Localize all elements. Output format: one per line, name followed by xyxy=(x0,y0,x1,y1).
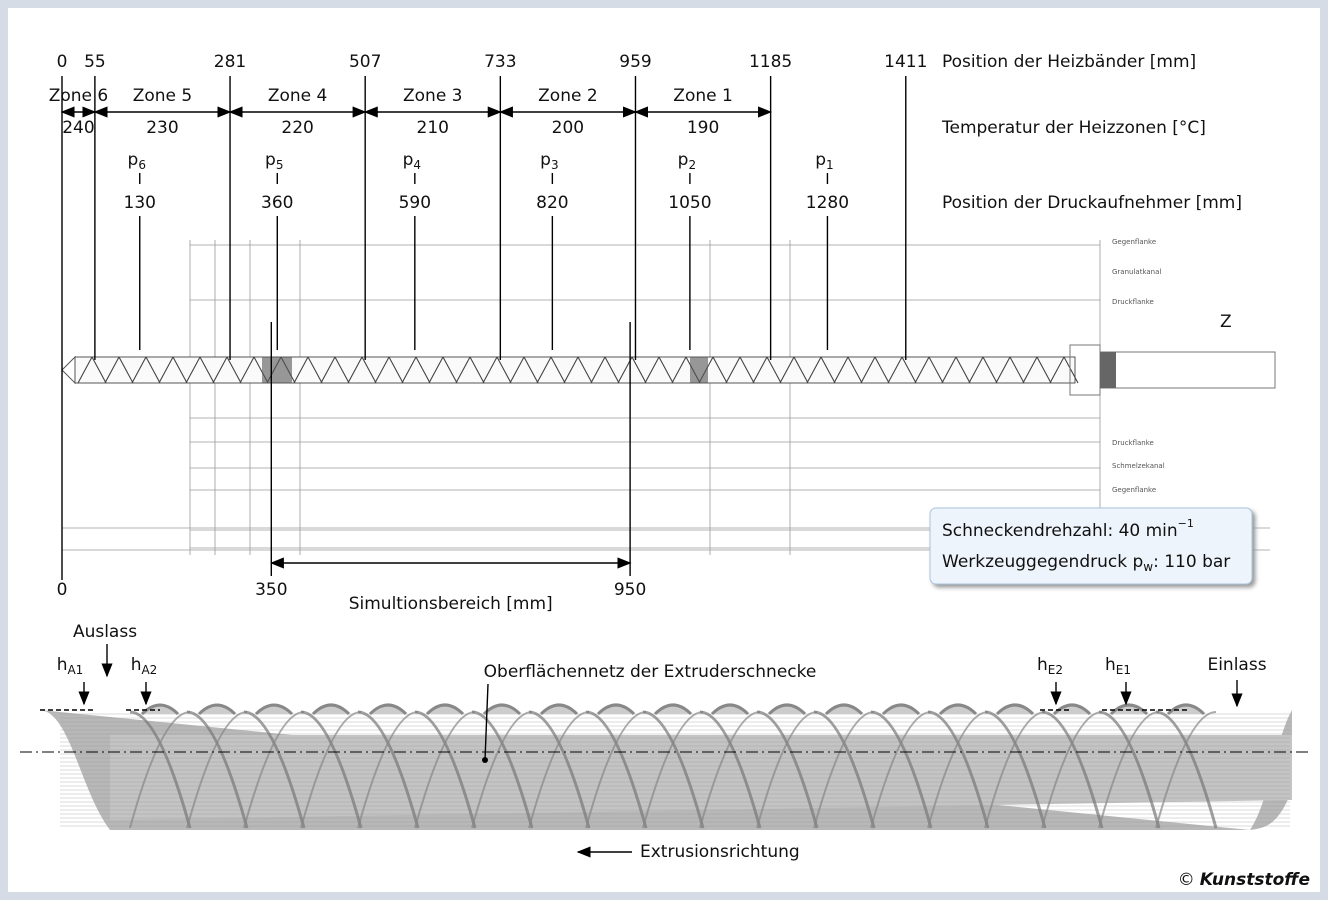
symbol: h xyxy=(131,655,142,675)
leader-dot xyxy=(482,757,488,763)
direction-label: Extrusionsrichtung xyxy=(640,842,800,862)
subscript: 6 xyxy=(138,158,146,172)
heating-position: 733 xyxy=(484,52,516,72)
sensors-label: Position der Druckaufnehmer [mm] xyxy=(942,193,1242,213)
heating-position: 507 xyxy=(349,52,381,72)
figure: Z Gegenflanke Granulatkanal Druckflanke Druc… xyxy=(0,0,1328,900)
subscript: 4 xyxy=(413,158,421,172)
symbol: p xyxy=(128,150,139,170)
heating-position: 0 xyxy=(57,52,68,72)
copyright-symbol: © xyxy=(1178,870,1195,890)
simulation-tick: 950 xyxy=(614,580,646,600)
sensor-position: 130 xyxy=(124,193,156,213)
zone-name: Zone 3 xyxy=(403,86,463,106)
info-box xyxy=(930,508,1252,584)
subscript: E1 xyxy=(1116,663,1131,677)
symbol: p xyxy=(403,150,414,170)
sensor-position: 590 xyxy=(399,193,431,213)
inlet-label: Einlass xyxy=(1207,655,1266,675)
dark-segment xyxy=(262,357,292,383)
speed-text: Schneckendrehzahl: 40 min−1 xyxy=(942,517,1194,541)
pressure-text: Werkzeuggegendruck pw: 110 bar xyxy=(942,552,1230,574)
zone-temperature: 220 xyxy=(281,118,313,138)
text: : 110 bar xyxy=(1153,552,1230,572)
zone-temperature: 200 xyxy=(552,118,584,138)
heating-position: 959 xyxy=(619,52,651,72)
zone-name: Zone 1 xyxy=(673,86,733,106)
sensor-position: 820 xyxy=(536,193,568,213)
mesh-title: Oberflächennetz der Extruderschnecke xyxy=(484,662,817,682)
text: Werkzeuggegendruck p xyxy=(942,552,1143,572)
drawing-label: Druckflanke xyxy=(1112,439,1154,447)
subscript: A2 xyxy=(141,663,157,677)
superscript: −1 xyxy=(1178,517,1194,530)
simulation-tick: 350 xyxy=(255,580,287,600)
subscript: E2 xyxy=(1048,663,1063,677)
zone-temperature: 230 xyxy=(146,118,178,138)
subscript: A1 xyxy=(67,663,83,677)
symbol: h xyxy=(57,655,68,675)
zone-name: Zone 4 xyxy=(268,86,328,106)
drawing-label: Gegenflanke xyxy=(1112,486,1156,494)
sensor-position: 1280 xyxy=(806,193,849,213)
zones-label: Temperatur der Heizzonen [°C] xyxy=(941,118,1206,138)
sensor-position: 360 xyxy=(261,193,293,213)
symbol: p xyxy=(815,150,826,170)
detail-label: Z xyxy=(1220,312,1232,332)
sensor-position: 1050 xyxy=(668,193,711,213)
heating-position: 1411 xyxy=(884,52,927,72)
zone-temperature: 190 xyxy=(687,118,719,138)
drawing-label: Gegenflanke xyxy=(1112,238,1156,246)
dark-segment xyxy=(690,357,708,383)
zone-name: Zone 6 xyxy=(49,86,109,106)
subscript: 3 xyxy=(551,158,559,172)
zone-name: Zone 5 xyxy=(133,86,193,106)
simulation-tick: 0 xyxy=(57,580,68,600)
drawing-label: Schmelzekanal xyxy=(1112,462,1165,470)
heating-position: 55 xyxy=(84,52,106,72)
symbol: h xyxy=(1105,655,1116,675)
heating-position: 281 xyxy=(214,52,246,72)
simulation-label: Simultionsbereich [mm] xyxy=(349,594,553,614)
symbol: p xyxy=(540,150,551,170)
heating-label: Position der Heizbänder [mm] xyxy=(942,52,1196,72)
outlet-label: Auslass xyxy=(73,622,137,642)
symbol: p xyxy=(265,150,276,170)
coupling-dark xyxy=(1100,352,1116,388)
text: Schneckendrehzahl: 40 min xyxy=(942,521,1178,541)
symbol: h xyxy=(1037,655,1048,675)
zone-name: Zone 2 xyxy=(538,86,598,106)
drawing-label: Druckflanke xyxy=(1112,298,1154,306)
subscript: 2 xyxy=(688,158,696,172)
copyright-source: Kunststoffe xyxy=(1200,870,1310,890)
subscript: w xyxy=(1143,560,1153,574)
zone-temperature: 210 xyxy=(417,118,449,138)
zone-temperature: 240 xyxy=(62,118,94,138)
subscript: 5 xyxy=(276,158,284,172)
heating-position: 1185 xyxy=(749,52,792,72)
drawing-label: Granulatkanal xyxy=(1112,268,1161,276)
subscript: 1 xyxy=(826,158,834,172)
symbol: p xyxy=(678,150,689,170)
